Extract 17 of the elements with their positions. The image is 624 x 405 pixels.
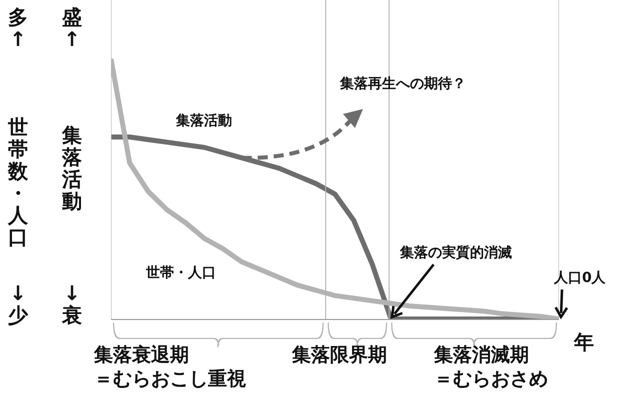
text: ＝むらおさめ	[434, 368, 548, 392]
text: 世帯数・人口	[6, 115, 29, 249]
x-axis-title: 年	[574, 330, 594, 355]
text: ↓少	[7, 281, 30, 327]
annotation: 人口0人	[554, 270, 606, 288]
series-label: 世帯・人口	[146, 265, 216, 282]
text: 集落衰退期	[94, 344, 189, 368]
text: ＝むらおこし重視	[94, 368, 246, 392]
series-label: 集落活動	[176, 113, 232, 130]
text: ↓衰	[60, 281, 83, 327]
annotation: 集落の実質的消滅	[400, 245, 512, 262]
text: 集落限界期	[292, 344, 387, 368]
text: 集落消滅期	[434, 344, 529, 368]
annotation: 集落再生への期待？	[340, 76, 466, 94]
text: 盛↑	[60, 5, 83, 51]
text: 多↑	[7, 5, 29, 51]
y-axis-title: 集落活動	[60, 123, 83, 213]
